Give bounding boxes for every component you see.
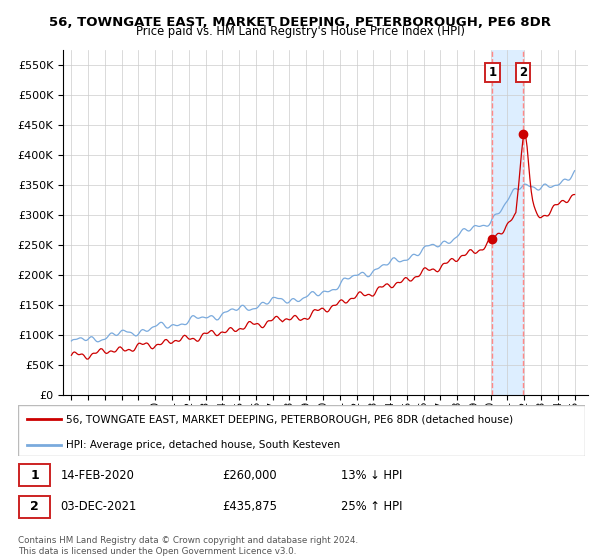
Text: 56, TOWNGATE EAST, MARKET DEEPING, PETERBOROUGH, PE6 8DR: 56, TOWNGATE EAST, MARKET DEEPING, PETER… <box>49 16 551 29</box>
Text: Contains HM Land Registry data © Crown copyright and database right 2024.
This d: Contains HM Land Registry data © Crown c… <box>18 536 358 556</box>
Text: 25% ↑ HPI: 25% ↑ HPI <box>341 500 403 513</box>
Bar <box>19 496 50 517</box>
Text: 56, TOWNGATE EAST, MARKET DEEPING, PETERBOROUGH, PE6 8DR (detached house): 56, TOWNGATE EAST, MARKET DEEPING, PETER… <box>66 414 514 424</box>
Text: 2: 2 <box>519 66 527 79</box>
Bar <box>19 464 50 486</box>
Text: 2: 2 <box>30 500 39 513</box>
Text: HPI: Average price, detached house, South Kesteven: HPI: Average price, detached house, Sout… <box>66 440 340 450</box>
Bar <box>493 50 523 395</box>
Text: 13% ↓ HPI: 13% ↓ HPI <box>341 469 403 482</box>
Text: £435,875: £435,875 <box>222 500 277 513</box>
Text: 03-DEC-2021: 03-DEC-2021 <box>61 500 137 513</box>
Text: 1: 1 <box>30 469 39 482</box>
Text: Price paid vs. HM Land Registry's House Price Index (HPI): Price paid vs. HM Land Registry's House … <box>136 25 464 38</box>
Text: 14-FEB-2020: 14-FEB-2020 <box>61 469 134 482</box>
Text: £260,000: £260,000 <box>222 469 277 482</box>
Text: 1: 1 <box>488 66 496 79</box>
